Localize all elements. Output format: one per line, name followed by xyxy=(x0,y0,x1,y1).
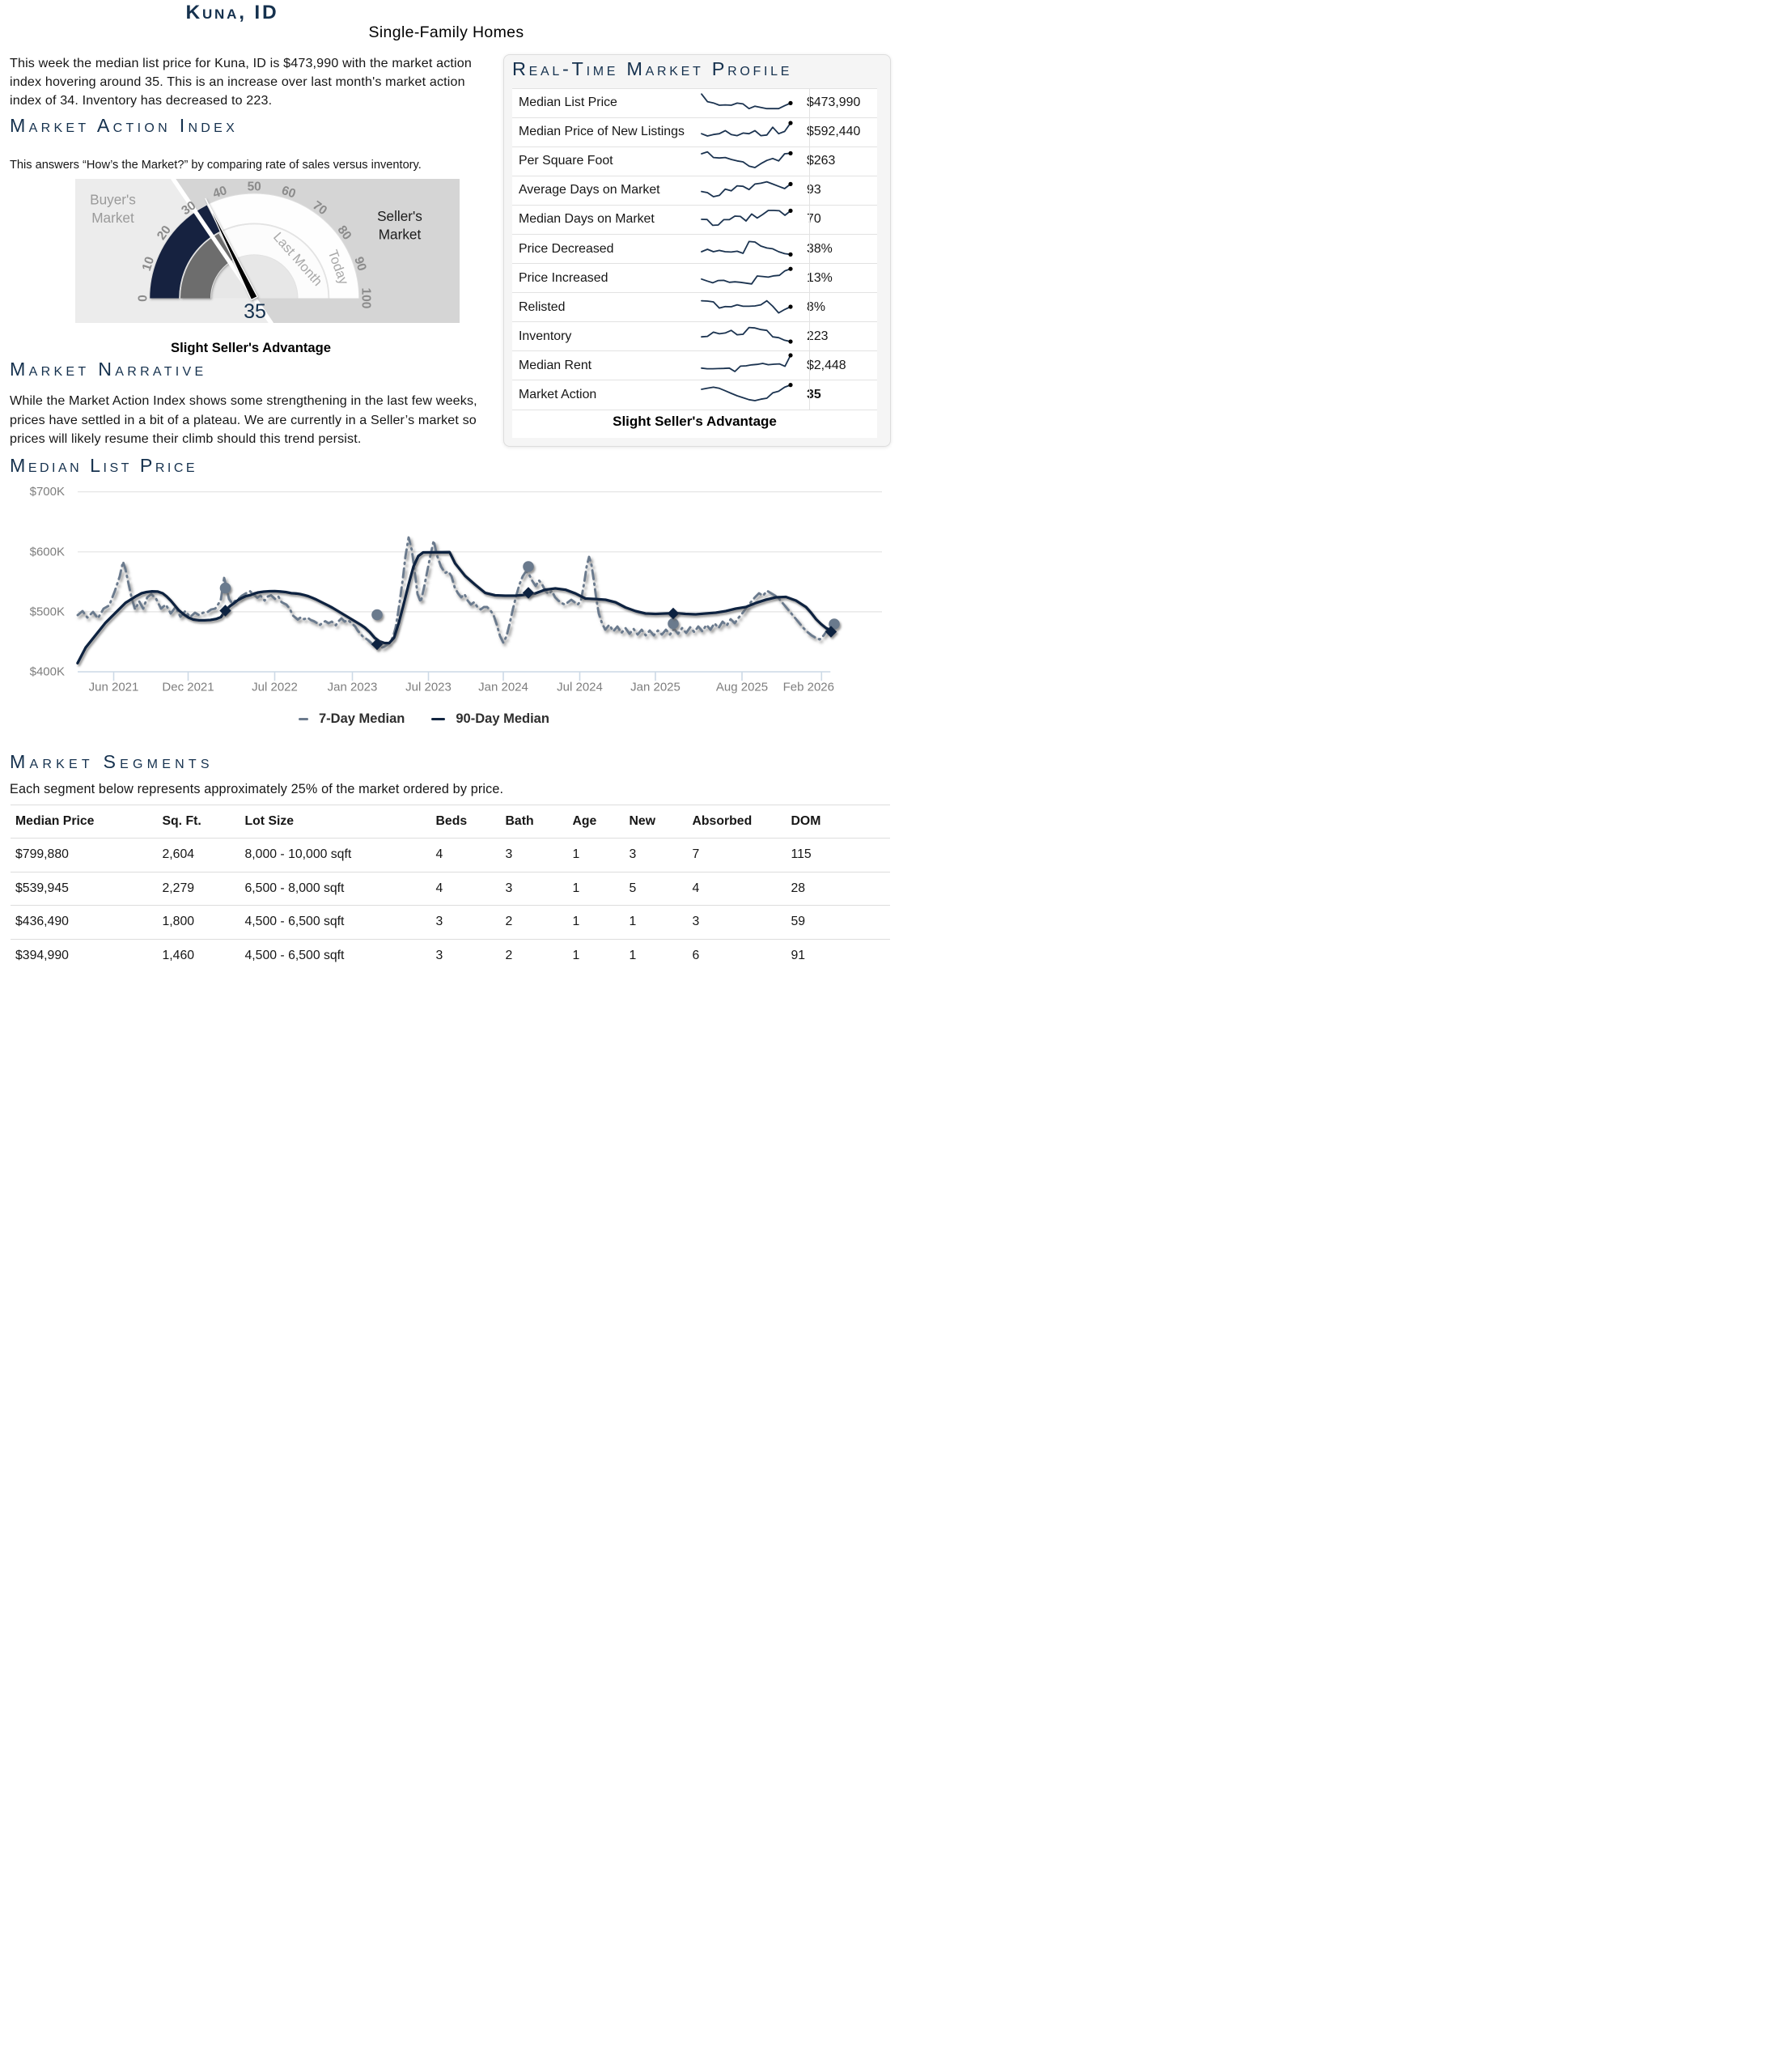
svg-text:Jul 2024: Jul 2024 xyxy=(557,681,603,694)
svg-text:Aug 2025: Aug 2025 xyxy=(716,681,768,694)
svg-text:35: 35 xyxy=(244,300,266,323)
svg-text:10: 10 xyxy=(140,255,157,273)
svg-text:Jun 2021: Jun 2021 xyxy=(89,681,139,694)
svg-text:$500K: $500K xyxy=(30,605,65,618)
svg-text:20: 20 xyxy=(155,223,174,243)
svg-text:80: 80 xyxy=(335,223,354,243)
svg-text:Jan 2025: Jan 2025 xyxy=(630,681,681,694)
svg-text:Dec 2021: Dec 2021 xyxy=(162,681,214,694)
svg-text:Market: Market xyxy=(379,227,422,243)
svg-text:100: 100 xyxy=(358,288,372,309)
svg-text:Feb 2026: Feb 2026 xyxy=(783,681,834,694)
svg-text:Jul 2023: Jul 2023 xyxy=(405,681,452,694)
svg-text:Seller's: Seller's xyxy=(377,208,422,224)
svg-text:Jul 2022: Jul 2022 xyxy=(252,681,298,694)
svg-text:50: 50 xyxy=(248,180,261,194)
svg-text:Buyer's: Buyer's xyxy=(90,192,136,208)
svg-text:70: 70 xyxy=(310,198,329,218)
svg-text:0: 0 xyxy=(136,295,150,302)
svg-text:Market: Market xyxy=(91,210,134,226)
svg-text:$600K: $600K xyxy=(30,545,65,558)
svg-text:Jan 2024: Jan 2024 xyxy=(478,681,528,694)
svg-text:$700K: $700K xyxy=(30,485,65,499)
svg-text:40: 40 xyxy=(211,184,229,201)
svg-text:30: 30 xyxy=(179,198,198,218)
svg-text:60: 60 xyxy=(280,184,298,201)
svg-text:90: 90 xyxy=(351,255,368,273)
svg-text:$400K: $400K xyxy=(30,665,65,679)
svg-text:Jan 2023: Jan 2023 xyxy=(328,681,378,694)
